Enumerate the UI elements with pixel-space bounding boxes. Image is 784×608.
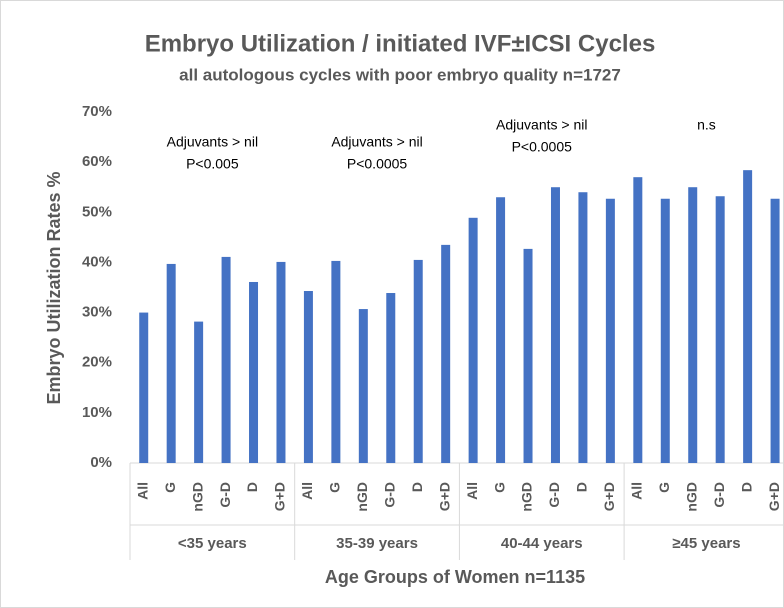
bar: [194, 321, 204, 463]
annotation: P<0.0005: [347, 156, 408, 172]
y-axis-label: Embryo Utilization Rates %: [44, 171, 64, 404]
bar: [523, 248, 533, 463]
bar: [688, 187, 698, 463]
annotation: Adjuvants > nil: [331, 134, 422, 150]
x-tick-label: G+D: [272, 482, 288, 511]
group-label: 35-39 years: [336, 535, 418, 552]
bar: [221, 256, 231, 463]
bar: [660, 198, 670, 464]
y-tick-label: 50%: [82, 203, 112, 220]
x-tick-label: G: [656, 482, 672, 493]
x-tick-label: G+D: [766, 482, 782, 511]
bar: [468, 217, 478, 463]
bar: [276, 261, 286, 463]
group-label: 40-44 years: [501, 535, 583, 552]
y-tick-label: 70%: [82, 103, 112, 120]
x-tick-label: G-D: [217, 482, 233, 508]
y-tick-label: 10%: [82, 404, 112, 421]
group-label: <35 years: [178, 535, 247, 552]
bar: [303, 291, 313, 463]
bar: [139, 312, 149, 463]
bar: [358, 309, 368, 463]
x-tick-label: G-D: [546, 482, 562, 508]
x-tick-label: D: [574, 482, 590, 492]
y-tick-label: 20%: [82, 354, 112, 371]
x-tick-label: nGD: [683, 482, 699, 512]
x-tick-label: G-D: [711, 482, 727, 508]
annotation: P<0.0005: [512, 139, 573, 155]
y-tick-label: 0%: [90, 454, 112, 471]
annotation: n.s: [697, 117, 716, 133]
x-tick-label: G: [162, 482, 178, 493]
x-tick-label: All: [629, 482, 645, 500]
annotation: Adjuvants > nil: [167, 134, 258, 150]
bar: [633, 177, 643, 463]
x-tick-label: G: [491, 482, 507, 493]
bar: [386, 293, 396, 463]
x-tick-label: All: [134, 482, 150, 500]
x-tick-label: nGD: [189, 482, 205, 512]
y-tick-label: 30%: [82, 304, 112, 321]
x-tick-label: All: [464, 482, 480, 500]
bar: [770, 198, 780, 464]
x-tick-label: G+D: [436, 482, 452, 511]
chart-subtitle: all autologous cycles with poor embryo q…: [179, 65, 621, 84]
bar: [578, 192, 588, 463]
bar: [605, 198, 615, 464]
y-tick-label: 40%: [82, 253, 112, 270]
bar: [441, 244, 451, 463]
x-tick-label: G+D: [601, 482, 617, 511]
bar: [715, 196, 725, 464]
annotation: P<0.005: [186, 156, 239, 172]
x-tick-label: G-D: [381, 482, 397, 508]
bar: [413, 259, 423, 463]
x-tick-label: nGD: [354, 482, 370, 512]
bar: [249, 281, 259, 463]
chart-title: Embryo Utilization / initiated IVF±ICSI …: [145, 30, 656, 57]
x-tick-label: D: [244, 482, 260, 492]
group-label: ≥45 years: [672, 535, 740, 552]
x-tick-label: All: [299, 482, 315, 500]
bar: [496, 197, 506, 463]
y-tick-label: 60%: [82, 153, 112, 170]
x-axis-label: Age Groups of Women n=1135: [325, 567, 585, 587]
bar: [166, 263, 176, 463]
bar: [331, 260, 341, 463]
bar: [550, 187, 560, 463]
x-tick-label: D: [409, 482, 425, 492]
x-tick-label: D: [738, 482, 754, 492]
x-tick-label: nGD: [519, 482, 535, 512]
x-tick-label: G: [327, 482, 343, 493]
annotation: Adjuvants > nil: [496, 117, 587, 133]
bar: [743, 170, 753, 463]
